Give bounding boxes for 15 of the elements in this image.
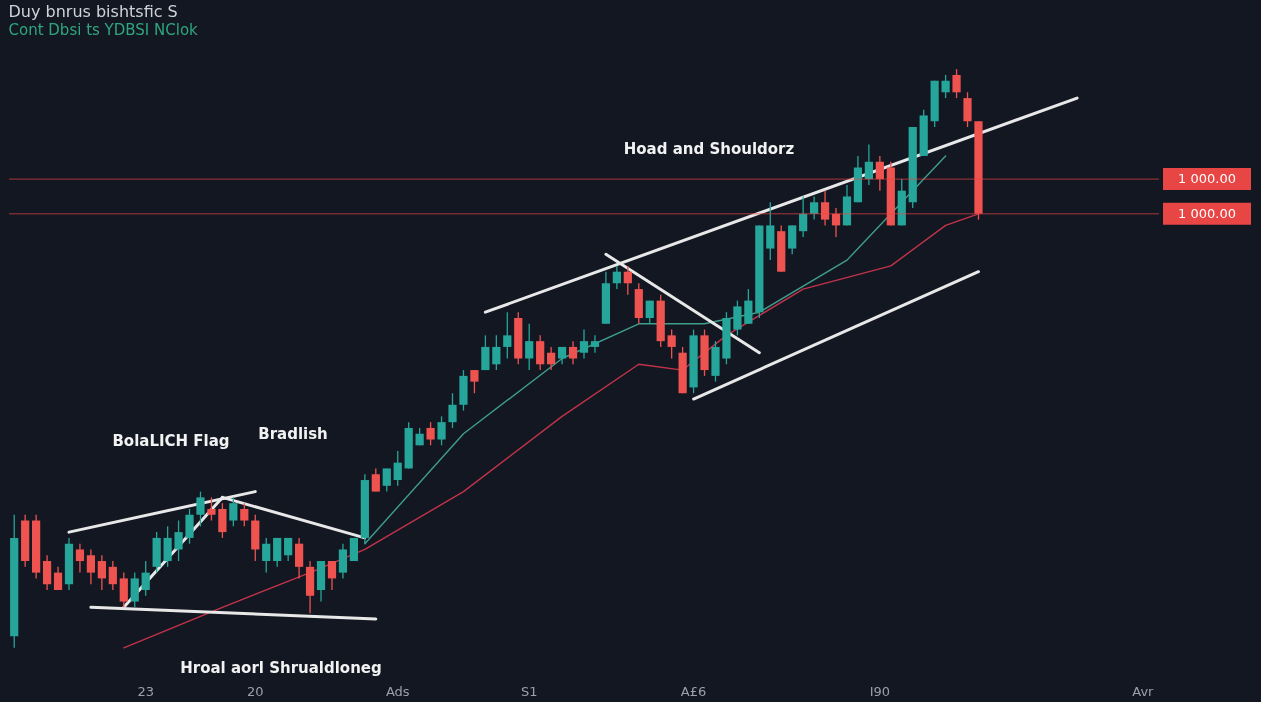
chart-title: Duy bnrus bishtsfic S [8,2,178,21]
chart-subtitle: Cont Dbsi ts YDBSI NClok [8,21,199,39]
annotation: Hoad and Shouldorz [623,140,795,158]
x-tick-label: 20 [247,683,264,699]
x-tick-label: Avr [1132,683,1155,699]
x-tick-label: S1 [520,683,538,699]
x-tick-label: A£6 [680,683,707,699]
text: Hroal aorl Shrualdloneg [180,659,382,677]
text: 1 000.00 [1178,171,1236,187]
x-tick-label: Ads [385,683,410,699]
annotation: BolaLICH Flag [112,432,230,450]
annotation: Bradlish [258,425,328,443]
x-tick-label: 23 [137,683,154,699]
text: 1 000.00 [1178,205,1236,221]
x-tick-label: I90 [869,683,891,699]
